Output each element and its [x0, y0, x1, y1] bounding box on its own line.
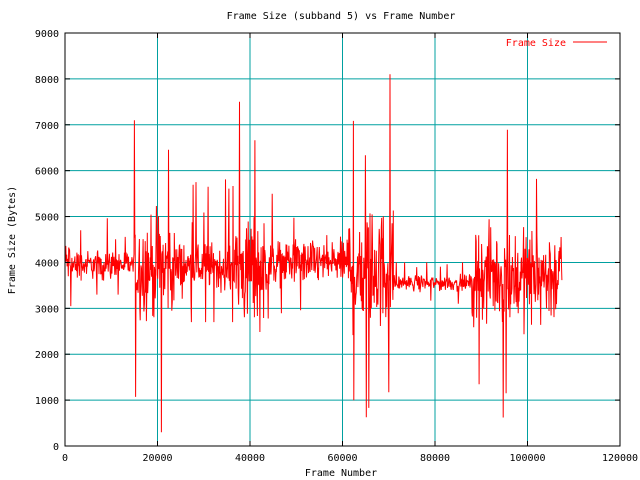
x-tick-label: 120000: [602, 453, 638, 464]
x-tick-label: 80000: [420, 453, 450, 464]
grid-lines: [65, 33, 620, 446]
y-tick-label: 3000: [35, 304, 59, 315]
y-tick-label: 2000: [35, 350, 59, 361]
y-tick-label: 0: [53, 442, 59, 453]
x-tick-label: 100000: [509, 453, 545, 464]
x-tick-label: 20000: [142, 453, 172, 464]
y-tick-label: 4000: [35, 258, 59, 269]
y-tick-label: 1000: [35, 396, 59, 407]
y-axis-label: Frame Size (Bytes): [7, 186, 18, 294]
y-tick-label: 7000: [35, 121, 59, 132]
legend: Frame Size: [506, 38, 607, 49]
y-tick-label: 6000: [35, 167, 59, 178]
series-line-frame-size: [64, 74, 563, 433]
x-axis-label: Frame Number: [305, 468, 377, 479]
y-tick-label: 8000: [35, 75, 59, 86]
x-tick-label: 40000: [235, 453, 265, 464]
y-tick-label: 5000: [35, 213, 59, 224]
axis-ticks: 0 20000 40000 60000 80000 100000 120000 0 1000 20…: [35, 29, 638, 464]
x-tick-label: 0: [62, 453, 68, 464]
series-layer: [64, 74, 563, 433]
legend-label-frame-size: Frame Size: [506, 38, 566, 49]
x-tick-label: 60000: [327, 453, 357, 464]
y-tick-label: 9000: [35, 29, 59, 40]
chart-title: Frame Size (subband 5) vs Frame Number: [227, 11, 456, 22]
